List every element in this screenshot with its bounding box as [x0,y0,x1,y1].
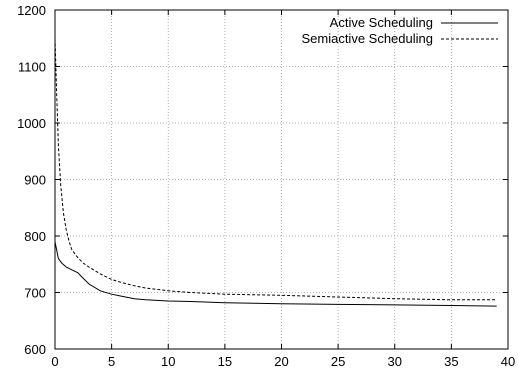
y-tick-label: 900 [24,173,46,188]
y-tick-label: 800 [24,229,46,244]
tick-layer: 0 5 10 15 20 25 30 35 40 600 700 800 900 1000 1100 1200 [17,3,515,369]
y-tick-label: 600 [24,342,46,357]
y-tick-label: 700 [24,286,46,301]
y-tick-label: 1000 [17,116,46,131]
grid-layer [55,10,508,349]
x-tick-label: 0 [51,354,58,369]
x-tick-label: 40 [501,354,515,369]
x-tick-label: 20 [274,354,288,369]
y-tick-label: 1200 [17,3,46,18]
x-tick-label: 5 [108,354,115,369]
x-tick-label: 25 [331,354,345,369]
legend-label-2: Semiactive Scheduling [301,31,433,46]
y-tick-label: 1100 [18,60,46,75]
x-tick-label: 10 [161,354,175,369]
series-line-1 [54,241,497,307]
series-line-2 [54,38,497,301]
series-layer [54,38,497,307]
x-tick-label: 30 [388,354,402,369]
x-tick-label: 35 [444,354,458,369]
x-tick-label: 15 [218,354,232,369]
legend-label-1: Active Scheduling [330,15,433,30]
